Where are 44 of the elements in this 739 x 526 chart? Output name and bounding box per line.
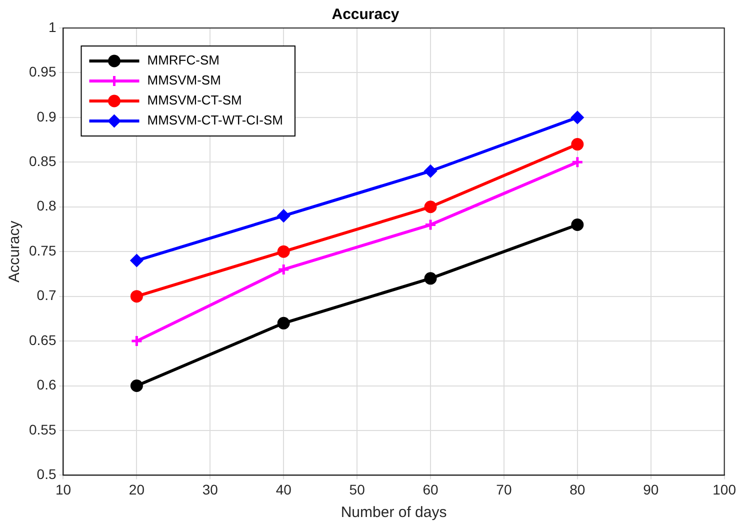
y-tick-label: 1 (48, 18, 56, 35)
point (571, 156, 584, 168)
point (130, 290, 143, 303)
y-tick-label: 0.8 (36, 198, 56, 214)
point (424, 200, 437, 214)
x-tick-label: 90 (643, 481, 659, 498)
y-tick-label: 0.85 (29, 153, 56, 170)
x-tick-label: 100 (712, 481, 736, 498)
x-tick-label: 80 (570, 481, 586, 498)
legend-label: MMSVM-SM (147, 72, 221, 88)
point (130, 334, 143, 348)
point (424, 272, 437, 285)
y-tick-label: 0.9 (36, 108, 56, 124)
point (277, 316, 290, 330)
point (277, 210, 290, 222)
legend-label: MMSVM-CT-SM (147, 92, 242, 108)
x-tick-label: 60 (422, 481, 439, 498)
x-tick-label: 50 (349, 481, 366, 498)
y-axis-title: Accuracy (6, 220, 24, 282)
point (130, 254, 143, 267)
chart-title: Accuracy (332, 6, 400, 24)
x-tick-label: 40 (276, 481, 292, 498)
point (424, 218, 437, 232)
y-tick-label: 0.5 (36, 466, 56, 482)
point (571, 218, 584, 232)
point (424, 164, 437, 178)
point (571, 111, 584, 124)
x-tick-label: 20 (128, 481, 145, 498)
y-tick-label: 0.65 (29, 332, 56, 348)
point (277, 263, 290, 276)
y-tick-label: 0.6 (36, 376, 56, 393)
y-tick-label: 0.95 (29, 64, 56, 80)
x-axis-title: Number of days (340, 504, 447, 522)
legend-label: MMRFC-SM (147, 52, 220, 68)
x-tick-label: 10 (55, 481, 72, 498)
y-tick-label: 0.55 (29, 421, 56, 438)
y-tick-label: 0.75 (29, 242, 56, 258)
legend-label: MMSVM-CT-WT-CI-SM (147, 112, 284, 128)
point (571, 138, 584, 151)
x-tick-label: 30 (202, 481, 218, 498)
point (130, 380, 143, 392)
y-tick-label: 0.7 (36, 287, 56, 304)
point (277, 245, 290, 258)
x-tick-label: 70 (496, 481, 512, 498)
